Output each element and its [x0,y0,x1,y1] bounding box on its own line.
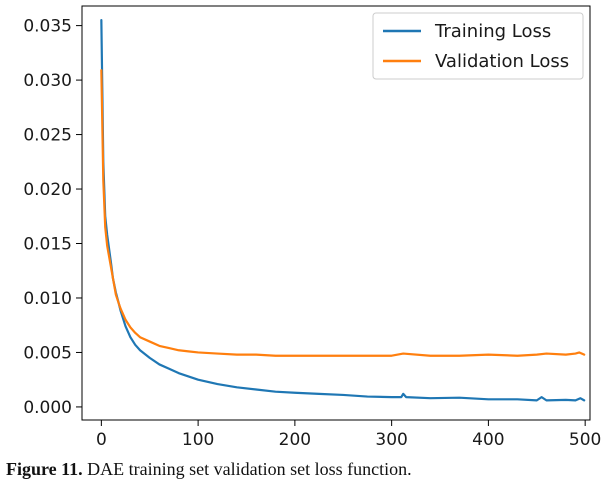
x-tick-label: 0 [96,430,107,450]
validation-loss-line [100,69,586,357]
legend: Training Loss Validation Loss [372,12,584,80]
legend-box [372,12,584,80]
y-tick-label: 0.035 [23,17,72,37]
legend-label-validation-loss: Validation Loss [435,51,569,72]
x-tick-label: 500 [569,430,601,450]
y-tick-label: 0.015 [23,235,72,255]
figure-caption: Figure 11. DAE training set validation s… [6,459,412,480]
figure-caption-label: Figure 11. [6,459,83,479]
x-tick-label: 100 [182,430,214,450]
x-tick-label: 200 [279,430,311,450]
y-tick-label: 0.030 [23,71,72,91]
plot-frame [81,5,591,421]
y-tick-label: 0.000 [23,398,72,418]
y-tick-label: 0.025 [23,126,72,146]
y-tick-label: 0.020 [23,180,72,200]
y-axis: 0.000 0.005 0.010 0.015 0.020 0.025 0.030 0.035 [23,17,82,418]
y-tick-label: 0.010 [23,289,72,309]
series-lines [100,19,586,402]
x-tick-label: 300 [375,430,407,450]
y-tick-label: 0.005 [23,343,72,363]
x-tick-label: 400 [472,430,504,450]
legend-label-training-loss: Training Loss [434,21,551,42]
figure-caption-text: DAE training set validation set loss fun… [82,459,412,479]
x-axis: 0 100 200 300 400 500 [96,420,601,450]
